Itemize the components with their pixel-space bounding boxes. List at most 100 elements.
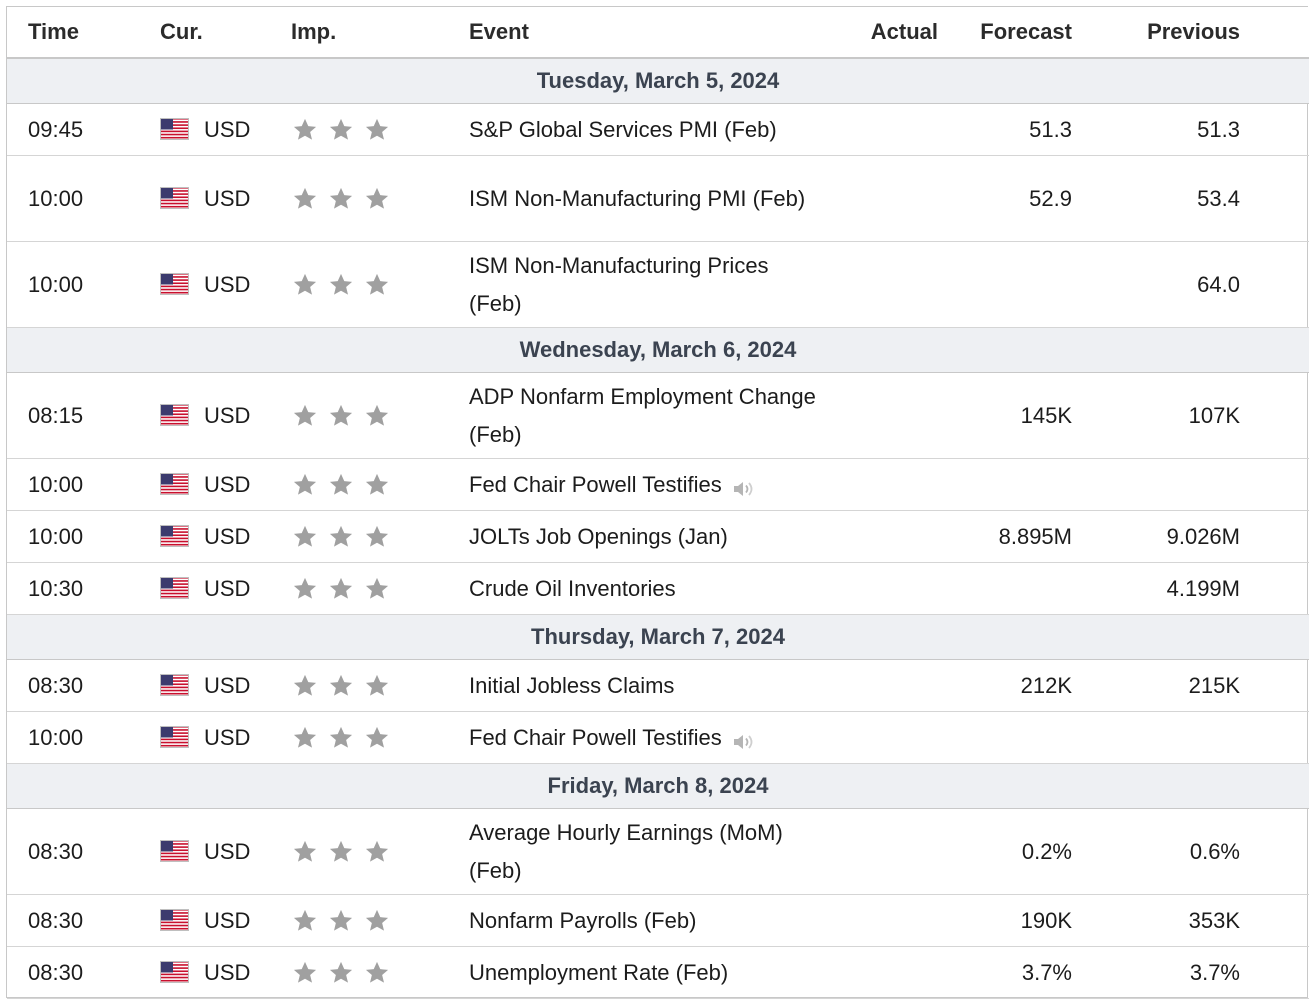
event-forecast: 212K [938, 659, 1072, 712]
event-row[interactable]: 08:15 USD ADP Nonfarm Employment Change (F… [7, 372, 1309, 459]
star-icon [363, 471, 391, 499]
event-row[interactable]: 08:30 USD Initial Jobless Claims 212K 215K [7, 659, 1309, 712]
header-event[interactable]: Event [469, 7, 825, 59]
event-cell: Average Hourly Earnings (MoM) (Feb) [469, 808, 825, 895]
star-icon [291, 907, 319, 935]
event-currency: USD [204, 576, 251, 602]
event-row[interactable]: 08:30 USD Nonfarm Payrolls (Feb) 190K 353K [7, 894, 1309, 947]
star-icon [327, 185, 355, 213]
star-icon [327, 271, 355, 299]
event-currency: USD [204, 908, 251, 934]
calendar-table: Time Cur. Imp. Event Actual Forecast Pre… [7, 7, 1309, 999]
star-icon [327, 523, 355, 551]
event-actual [825, 711, 938, 764]
event-currency: USD [204, 472, 251, 498]
event-currency: USD [204, 272, 251, 298]
event-currency: USD [204, 524, 251, 550]
event-row[interactable]: 10:30 USD Crude Oil Inventories 4.199M [7, 562, 1309, 615]
event-currency-cell: USD [160, 562, 291, 615]
us-flag-icon [160, 118, 189, 141]
speaker-icon[interactable] [732, 474, 758, 496]
event-name[interactable]: Initial Jobless Claims [469, 672, 675, 698]
event-cell: Nonfarm Payrolls (Feb) [469, 894, 825, 947]
event-row[interactable]: 10:00 USD ISM Non-Manufacturing Prices (Fe… [7, 241, 1309, 328]
header-forecast[interactable]: Forecast [938, 7, 1072, 59]
header-importance[interactable]: Imp. [291, 7, 469, 59]
event-currency-cell: USD [160, 372, 291, 459]
event-forecast [938, 711, 1072, 764]
event-name[interactable]: Unemployment Rate (Feb) [469, 959, 729, 985]
us-flag-icon [160, 525, 189, 548]
event-cell: JOLTs Job Openings (Jan) [469, 510, 825, 563]
event-actual [825, 241, 938, 328]
star-icon [291, 959, 319, 987]
speaker-icon[interactable] [732, 727, 758, 749]
star-icon [363, 523, 391, 551]
event-name[interactable]: Average Hourly Earnings (MoM) (Feb) [469, 819, 783, 883]
event-importance [291, 659, 469, 712]
event-currency-cell: USD [160, 894, 291, 947]
event-previous [1072, 458, 1240, 511]
event-cell: ISM Non-Manufacturing PMI (Feb) [469, 155, 825, 242]
event-cell: ISM Non-Manufacturing Prices (Feb) [469, 241, 825, 328]
header-previous[interactable]: Previous [1072, 7, 1240, 59]
event-previous: 4.199M [1072, 562, 1240, 615]
event-cell: Crude Oil Inventories [469, 562, 825, 615]
header-spacer [1240, 7, 1309, 59]
event-row[interactable]: 08:30 USD Unemployment Rate (Feb) 3.7% 3.7% [7, 946, 1309, 999]
event-actual [825, 458, 938, 511]
event-cell: Initial Jobless Claims [469, 659, 825, 712]
event-name[interactable]: ISM Non-Manufacturing PMI (Feb) [469, 185, 806, 211]
header-time[interactable]: Time [7, 7, 160, 59]
header-actual[interactable]: Actual [825, 7, 938, 59]
event-previous [1072, 711, 1240, 764]
star-icon [327, 116, 355, 144]
event-name[interactable]: ADP Nonfarm Employment Change (Feb) [469, 383, 816, 447]
event-row[interactable]: 10:00 USD Fed Chair Powell Testifies [7, 711, 1309, 764]
us-flag-icon [160, 674, 189, 697]
event-name[interactable]: ISM Non-Manufacturing Prices (Feb) [469, 252, 769, 316]
star-icon [363, 724, 391, 752]
event-actual [825, 894, 938, 947]
star-icon [363, 575, 391, 603]
event-time: 09:45 [7, 103, 160, 156]
event-name[interactable]: Fed Chair Powell Testifies [469, 471, 722, 497]
header-row: Time Cur. Imp. Event Actual Forecast Pre… [7, 7, 1309, 59]
event-time: 10:00 [7, 711, 160, 764]
row-spacer [1240, 946, 1309, 999]
event-previous: 0.6% [1072, 808, 1240, 895]
event-currency-cell: USD [160, 946, 291, 999]
event-forecast: 52.9 [938, 155, 1072, 242]
event-name[interactable]: Crude Oil Inventories [469, 575, 676, 601]
day-header-row: Wednesday, March 6, 2024 [7, 327, 1309, 373]
event-row[interactable]: 10:00 USD Fed Chair Powell Testifies [7, 458, 1309, 511]
event-row[interactable]: 08:30 USD Average Hourly Earnings (MoM) (F… [7, 808, 1309, 895]
event-actual [825, 510, 938, 563]
event-row[interactable]: 10:00 USD ISM Non-Manufacturing PMI (Feb) 5… [7, 155, 1309, 242]
star-icon [363, 271, 391, 299]
event-name[interactable]: Fed Chair Powell Testifies [469, 724, 722, 750]
event-currency: USD [204, 403, 251, 429]
event-row[interactable]: 09:45 USD S&P Global Services PMI (Feb) 51.… [7, 103, 1309, 156]
event-time: 08:30 [7, 659, 160, 712]
event-cell: Fed Chair Powell Testifies [469, 458, 825, 511]
event-previous: 3.7% [1072, 946, 1240, 999]
us-flag-icon [160, 961, 189, 984]
us-flag-icon [160, 404, 189, 427]
us-flag-icon [160, 473, 189, 496]
row-spacer [1240, 659, 1309, 712]
event-forecast: 190K [938, 894, 1072, 947]
event-name[interactable]: Nonfarm Payrolls (Feb) [469, 907, 697, 933]
event-time: 10:00 [7, 458, 160, 511]
star-icon [291, 724, 319, 752]
event-name[interactable]: S&P Global Services PMI (Feb) [469, 116, 777, 142]
event-actual [825, 946, 938, 999]
event-actual [825, 659, 938, 712]
event-row[interactable]: 10:00 USD JOLTs Job Openings (Jan) 8.895M 9.… [7, 510, 1309, 563]
header-currency[interactable]: Cur. [160, 7, 291, 59]
us-flag-icon [160, 187, 189, 210]
us-flag-icon [160, 577, 189, 600]
event-name[interactable]: JOLTs Job Openings (Jan) [469, 523, 728, 549]
event-previous: 53.4 [1072, 155, 1240, 242]
event-previous: 9.026M [1072, 510, 1240, 563]
